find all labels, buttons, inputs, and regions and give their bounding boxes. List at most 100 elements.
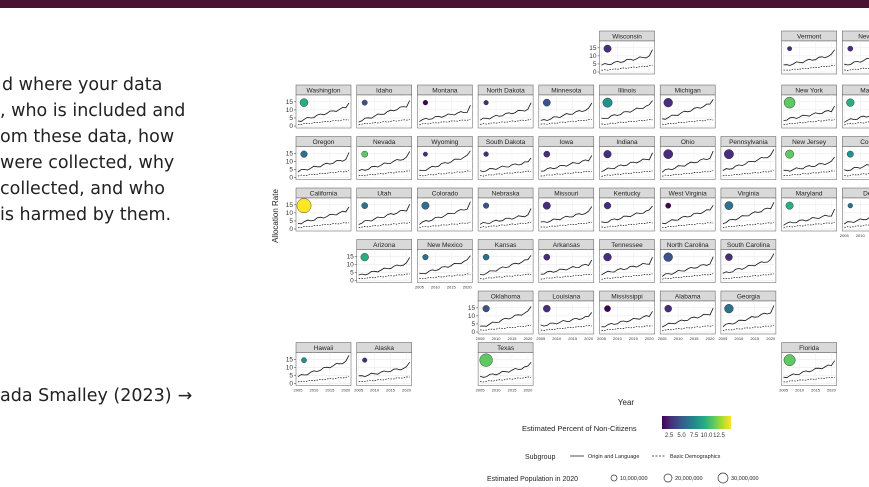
quote-line: collected, and who <box>0 179 165 199</box>
series-line-basic-demographics <box>844 67 869 71</box>
x-axis-label: Year <box>618 398 635 407</box>
state-facet: Nebraska <box>477 187 534 232</box>
series-line-origin-language <box>722 202 775 224</box>
colorbar-tick-label: 10.0 <box>701 433 713 439</box>
state-facet: Georgia 2005 2010 2015 2020 <box>718 290 777 341</box>
y-tick-label: 10 <box>589 53 597 60</box>
population-point <box>603 150 612 159</box>
y-tick-label: 5 <box>289 218 293 225</box>
series-line-origin-language <box>297 102 350 122</box>
series-line-origin-language <box>783 105 835 121</box>
facet-label: South Dakota <box>486 139 526 146</box>
population-point <box>422 100 429 106</box>
series-line-basic-demographics <box>358 170 410 177</box>
x-tick-label: 2005 <box>597 336 607 341</box>
series-line-origin-language <box>540 102 593 121</box>
state-facet: Colorado <box>417 187 473 232</box>
facet-label: Georgia <box>737 294 761 301</box>
population-point <box>482 305 490 313</box>
facet-label: Alabama <box>675 294 701 301</box>
state-facet: New Mexico 2005 2010 2015 2020 <box>415 239 473 290</box>
series-line-origin-language <box>540 206 593 223</box>
series-line-basic-demographics <box>662 273 714 280</box>
population-point <box>847 45 854 52</box>
series-line-basic-demographics <box>297 170 350 177</box>
y-tick-label: 0 <box>289 175 293 182</box>
y-tick-label: 10 <box>286 158 294 165</box>
x-tick-label: 2015 <box>750 336 760 341</box>
series-line-basic-demographics <box>540 119 592 125</box>
series-line-basic-demographics <box>783 376 835 383</box>
size-key <box>717 472 729 484</box>
y-tick-label: 10 <box>346 261 354 268</box>
series-line-origin-language <box>358 257 411 276</box>
series-line-origin-language <box>479 361 532 378</box>
arrow-right-icon[interactable]: → <box>177 386 193 406</box>
facet-panel <box>842 197 869 232</box>
y-tick-label: 5 <box>471 321 475 328</box>
colorbar <box>662 416 731 429</box>
series-line-basic-demographics <box>601 119 653 125</box>
citation: ada Smalley (2023) → <box>0 386 192 406</box>
quote-line: is harmed by them. <box>0 205 172 225</box>
population-point <box>543 253 551 261</box>
colorbar-tick-label: 7.5 <box>690 433 699 439</box>
facet-label: Pennsylvania <box>729 139 768 146</box>
population-point <box>603 202 612 210</box>
series-line-origin-language <box>480 306 532 327</box>
series-line-origin-language <box>358 151 411 172</box>
x-tick-label: 2010 <box>613 336 623 341</box>
series-line-basic-demographics <box>722 273 774 280</box>
state-facet: Alabama 2005 2010 2015 2020 <box>658 290 716 341</box>
y-tick-label: 15 <box>346 253 354 260</box>
series-line-basic-demographics <box>480 170 532 177</box>
series-line-basic-demographics <box>662 119 714 125</box>
population-point <box>603 44 612 53</box>
population-point <box>542 201 551 210</box>
state-facet: New Ha <box>842 30 869 75</box>
facet-label: Iowa <box>559 139 573 146</box>
series-line-origin-language <box>419 255 471 275</box>
series-line-basic-demographics <box>419 221 471 229</box>
series-line-basic-demographics <box>601 222 653 228</box>
x-tick-label: 2010 <box>309 388 319 393</box>
facet-label: Missouri <box>554 191 578 198</box>
facet-label: Oregon <box>313 139 335 146</box>
x-tick-label: 2010 <box>431 285 441 290</box>
series-line-basic-demographics <box>844 173 869 177</box>
state-facet: Missouri <box>538 187 595 232</box>
state-facet: New Jersey <box>781 136 837 180</box>
population-point <box>603 253 612 262</box>
x-tick-label: 2020 <box>584 336 594 341</box>
facet-label: Montana <box>432 88 458 95</box>
series-line-basic-demographics <box>358 222 410 229</box>
state-facet: Alaska 2005 2010 2015 2020 <box>354 342 412 393</box>
facet-label: Wisconsin <box>612 34 642 41</box>
state-facet: Nevada <box>356 136 412 180</box>
y-tick-label: 15 <box>589 45 597 52</box>
population-point <box>602 97 613 108</box>
population-point <box>663 98 673 108</box>
series-line-basic-demographics <box>844 121 869 126</box>
facet-label: Kansas <box>495 242 517 249</box>
population-point <box>543 98 551 107</box>
facet-label: Mississippi <box>611 294 642 301</box>
x-tick-label: 2020 <box>827 388 837 393</box>
facet-label: North Dakota <box>486 88 525 95</box>
facet-label: Washington <box>306 88 340 95</box>
population-point <box>724 201 734 210</box>
population-point <box>422 254 429 261</box>
series-line-basic-demographics <box>297 376 350 383</box>
state-facet: West Virginia <box>659 187 716 232</box>
facet-label: Louisiana <box>552 294 580 301</box>
y-tick-label: 15 <box>286 150 294 157</box>
series-line-origin-language <box>783 360 835 379</box>
population-point <box>361 150 369 158</box>
series-line-origin-language <box>540 155 593 172</box>
population-point <box>483 202 490 209</box>
series-line-origin-language <box>601 152 653 173</box>
y-tick-label: 15 <box>286 356 294 363</box>
x-tick-label: 2010 <box>795 388 805 393</box>
facet-label: North Carolina <box>667 242 709 249</box>
